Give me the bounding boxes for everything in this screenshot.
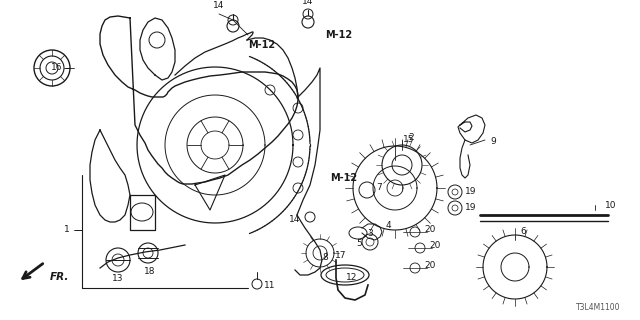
Text: 2: 2	[408, 133, 413, 142]
Text: 13: 13	[112, 274, 124, 283]
Text: 18: 18	[144, 267, 156, 276]
Text: 9: 9	[490, 138, 496, 147]
Text: M-12: M-12	[330, 173, 357, 183]
Text: 4: 4	[386, 220, 392, 229]
Text: 16: 16	[51, 63, 62, 73]
Text: 20: 20	[424, 226, 435, 235]
Text: 12: 12	[346, 274, 357, 283]
Text: 5: 5	[356, 238, 362, 247]
Text: 3: 3	[367, 228, 372, 237]
Text: 17: 17	[335, 251, 346, 260]
Text: 11: 11	[264, 282, 275, 291]
Text: 19: 19	[465, 204, 477, 212]
Text: 14: 14	[302, 0, 314, 6]
Text: 15: 15	[403, 135, 415, 145]
Text: 19: 19	[465, 188, 477, 196]
Text: FR.: FR.	[50, 272, 69, 282]
Text: M-12: M-12	[248, 40, 275, 50]
Text: M-12: M-12	[325, 30, 352, 40]
Text: 20: 20	[429, 242, 440, 251]
Text: 6: 6	[520, 228, 525, 236]
Text: 10: 10	[605, 201, 616, 210]
Text: 8: 8	[323, 253, 328, 262]
Text: 14: 14	[289, 215, 300, 225]
Text: 14: 14	[213, 1, 225, 10]
Text: 1: 1	[64, 226, 70, 235]
Text: 20: 20	[424, 261, 435, 270]
Text: T3L4M1100: T3L4M1100	[575, 303, 620, 312]
Text: 7: 7	[376, 183, 381, 193]
